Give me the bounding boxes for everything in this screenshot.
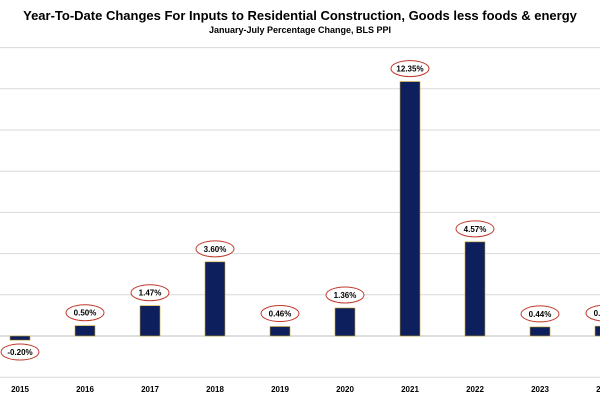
data-label-2022: 4.57%: [464, 225, 487, 234]
bar-2019: [269, 326, 291, 337]
bar-2023: [529, 326, 551, 337]
bar-2022: [464, 241, 486, 337]
data-label-ring-2021: [390, 60, 430, 78]
x-tick-label-2019: 2019: [271, 385, 289, 394]
bar-2017: [139, 305, 161, 337]
x-tick-label-2016: 2016: [76, 385, 94, 394]
data-label-2020: 1.36%: [334, 291, 357, 300]
data-label-2016: 0.50%: [74, 309, 97, 318]
x-tick-label-2020: 2020: [336, 385, 354, 394]
data-label-2019: 0.46%: [269, 310, 292, 319]
bar-2016: [74, 325, 96, 337]
data-label-ring-2015: [0, 343, 40, 361]
data-label-ring-2022: [455, 220, 495, 238]
bar-2020: [334, 307, 356, 337]
data-label-2018: 3.60%: [204, 245, 227, 254]
x-tick-label-2024: 2024: [596, 385, 600, 394]
chart-subtitle: January-July Percentage Change, BLS PPI: [208, 25, 392, 35]
data-label-ring-2023: [520, 305, 560, 323]
data-label-2024: 0.48%: [594, 309, 600, 318]
chart-title: Year-To-Date Changes For Inputs to Resid…: [23, 8, 577, 23]
x-tick-label-2015: 2015: [11, 385, 29, 394]
x-tick-label-2022: 2022: [466, 385, 484, 394]
data-label-ring-2017: [130, 284, 170, 302]
x-tick-label-2021: 2021: [401, 385, 419, 394]
bar-2024: [594, 325, 600, 337]
data-label-ring-2020: [325, 286, 365, 304]
data-label-2021: 12.35%: [396, 65, 423, 74]
data-label-2017: 1.47%: [139, 289, 162, 298]
data-label-ring-2016: [65, 304, 105, 322]
bar-2018: [204, 261, 226, 337]
bar-2015: [9, 335, 31, 341]
data-label-ring-2019: [260, 305, 300, 323]
data-label-2023: 0.44%: [529, 310, 552, 319]
data-label-ring-2018: [195, 240, 235, 258]
data-label-ring-2024: [585, 304, 600, 322]
data-label-2015: -0.20%: [7, 348, 32, 357]
x-tick-label-2018: 2018: [206, 385, 224, 394]
bar-2021: [399, 81, 421, 337]
x-tick-label-2023: 2023: [531, 385, 549, 394]
x-tick-label-2017: 2017: [141, 385, 159, 394]
